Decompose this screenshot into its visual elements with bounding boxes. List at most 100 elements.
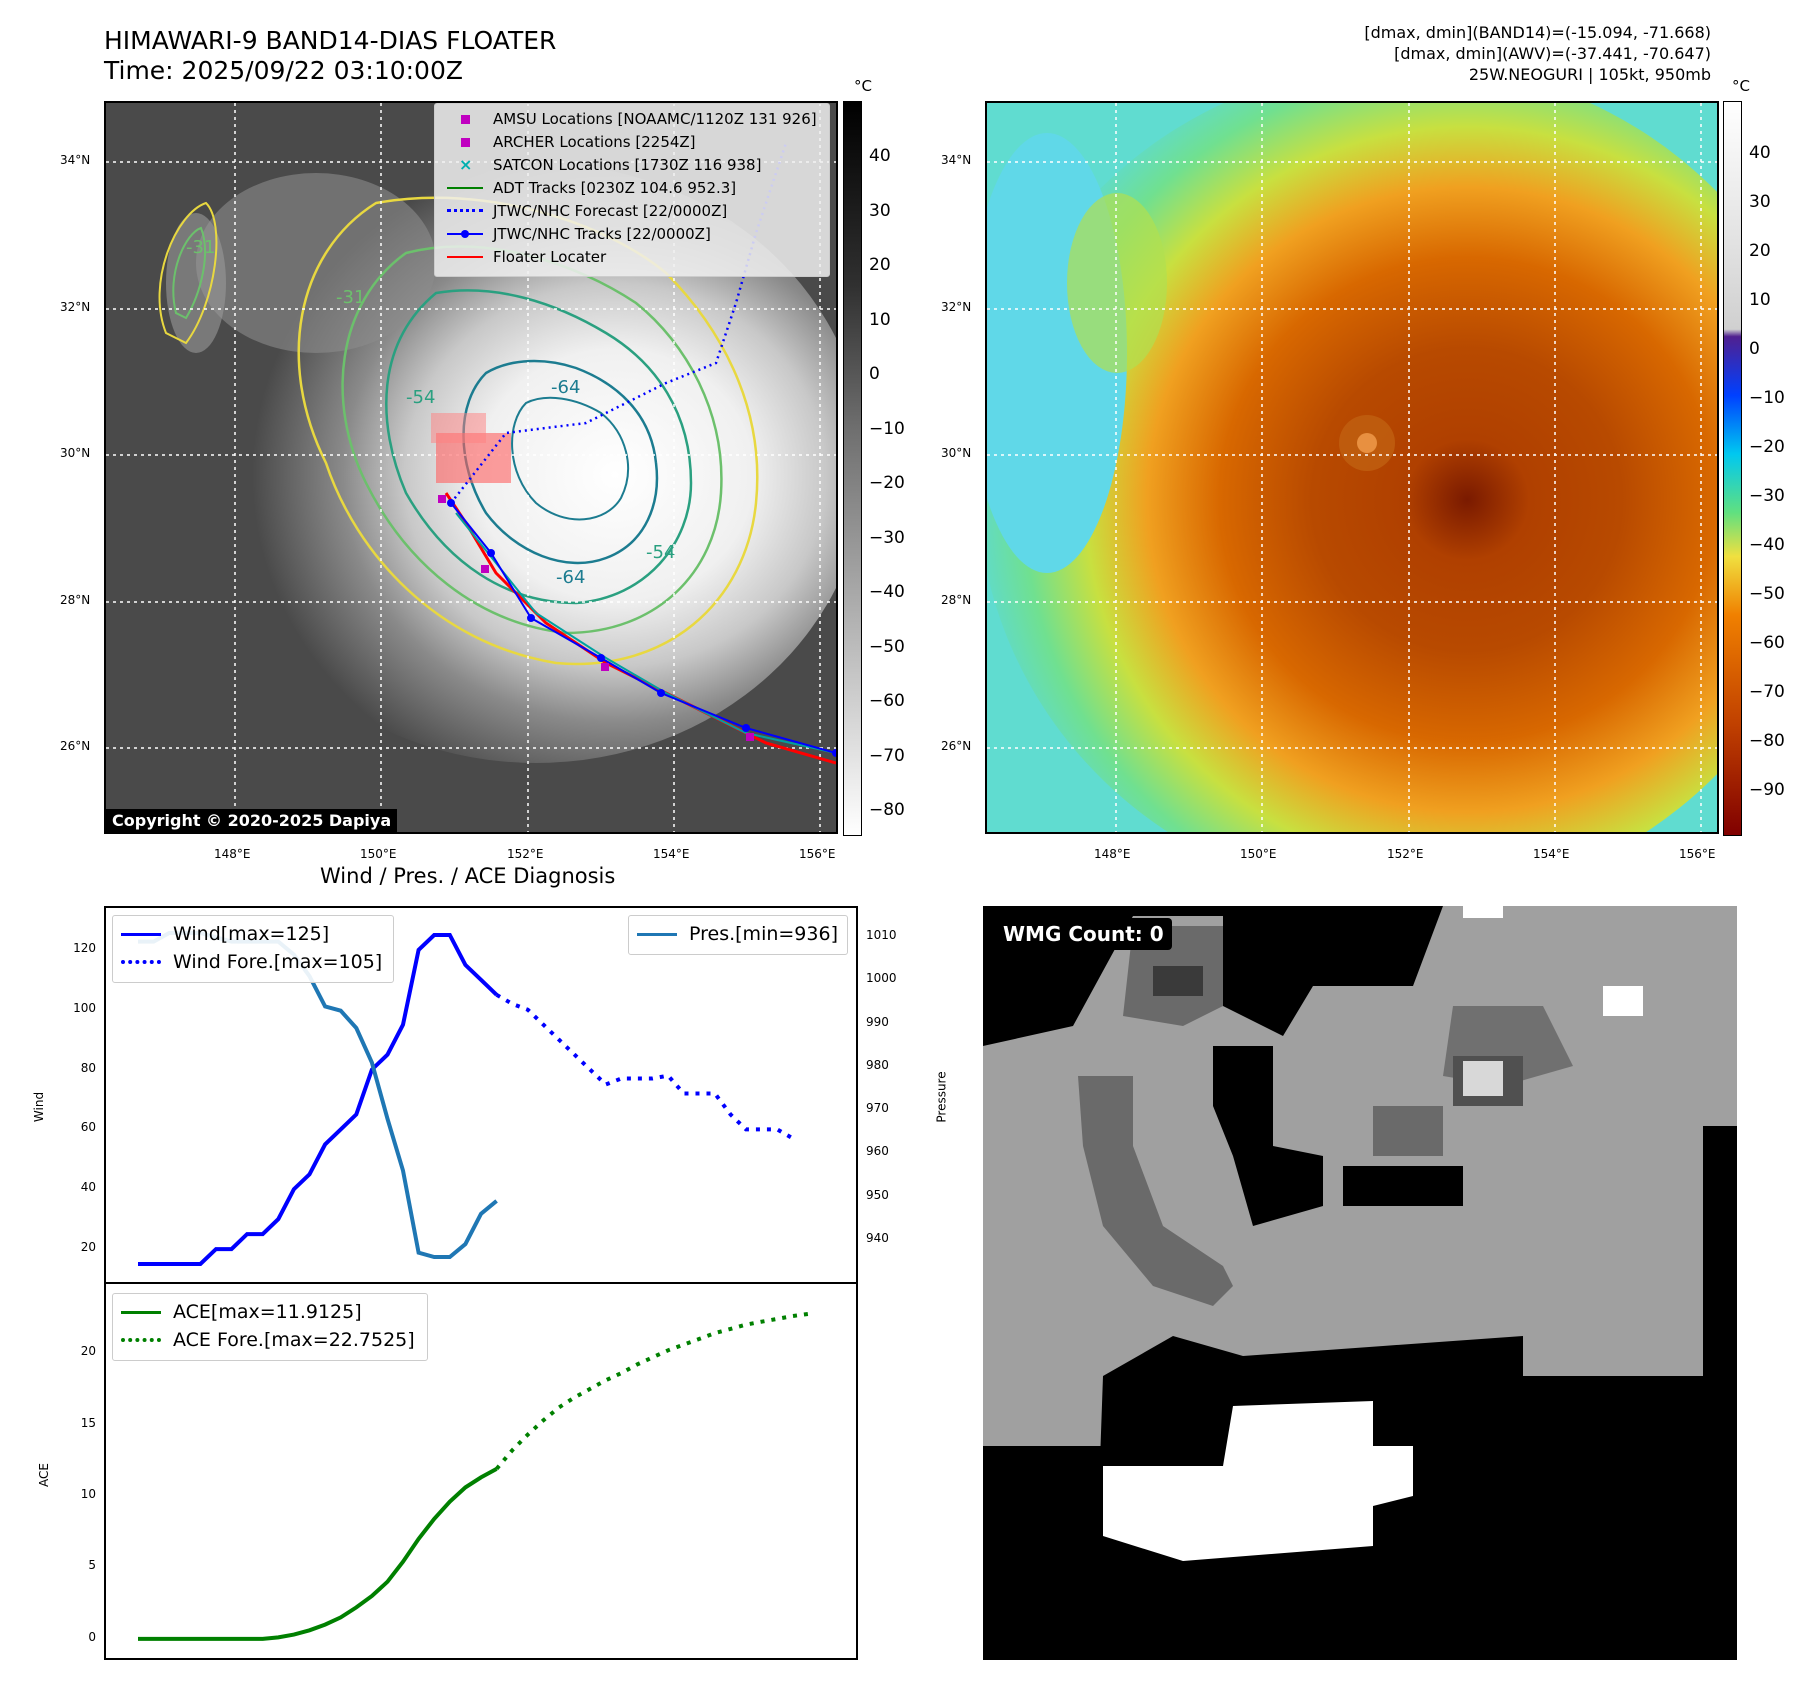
archer-points: [438, 495, 754, 741]
wind-tick: 40: [80, 1180, 96, 1195]
lat-tick-32-right: 32°N: [941, 300, 972, 314]
colorbar-right-tick: −40: [1749, 535, 1785, 555]
pressure-legend: Pres.[min=936]: [628, 915, 848, 955]
contour-label: -54: [406, 387, 435, 408]
wind-axis-label: Wind: [32, 1091, 47, 1123]
wind-tick: 20: [80, 1240, 96, 1255]
pressure-tick: 1000: [866, 971, 897, 986]
colorbar-right-tick: −90: [1749, 780, 1785, 800]
storm-summary: 25W.NEOGURI | 105kt, 950mb: [1468, 65, 1711, 84]
wind-tick: 100: [73, 1000, 96, 1015]
ace-tick: 0: [88, 1629, 96, 1644]
legend-amsu: AMSU Locations [NOAAMC/1120Z 131 926]: [445, 108, 817, 130]
wind-legend: Wind[max=125] Wind Fore.[max=105]: [112, 915, 394, 983]
contour-label: -64: [556, 567, 585, 588]
ace-tick: 5: [88, 1558, 96, 1573]
diagnosis-title: Wind / Pres. / ACE Diagnosis: [320, 864, 616, 888]
lat-tick-28: 28°N: [60, 593, 91, 607]
lat-tick-32: 32°N: [60, 300, 91, 314]
ace-series-line: [138, 1467, 498, 1641]
colorbar-left-tick: −40: [869, 582, 905, 602]
contour-label: -31: [336, 287, 365, 308]
wind-forecast-line: [495, 993, 794, 1141]
pressure-tick: 990: [866, 1014, 889, 1029]
wmg-image: [983, 906, 1737, 1660]
colorbar-left: [843, 101, 862, 836]
ace-tick: 15: [80, 1415, 96, 1430]
colorbar-left-tick: 40: [869, 146, 891, 166]
colorbar-left-tick: −30: [869, 527, 905, 548]
ace-forecast-line: [495, 1311, 809, 1471]
lat-tick-26-right: 26°N: [941, 739, 972, 753]
storm-info: [dmax, dmin](BAND14)=(-15.094, -71.668) …: [1364, 22, 1711, 85]
contour-label: -54: [646, 542, 675, 563]
legend-adt: ADT Tracks [0230Z 104.6 952.3]: [445, 177, 736, 199]
pressure-axis-label: Pressure: [934, 1071, 949, 1123]
colorbar-left-tick: −10: [869, 418, 905, 439]
lat-tick-30-right: 30°N: [941, 446, 972, 460]
ace-legend: ACE[max=11.9125] ACE Fore.[max=22.7525]: [112, 1293, 428, 1361]
ace-svg: [138, 1311, 809, 1641]
lon-tick-150-right: 150°E: [1240, 847, 1277, 861]
colorbar-right-tick: −60: [1749, 633, 1785, 653]
contour-label: -31: [186, 237, 215, 258]
wind-tick: 80: [80, 1060, 96, 1075]
contour-label: -64: [551, 377, 580, 398]
awv-map-image: [987, 103, 1717, 832]
colorbar-right-tick: −50: [1749, 584, 1785, 604]
lat-tick-26: 26°N: [60, 739, 91, 753]
awv-gridlines: [987, 103, 1717, 832]
colorbar-right-tick: 40: [1749, 143, 1771, 163]
wmg-count-badge: WMG Count: 0: [995, 918, 1172, 950]
wind-tick: 60: [80, 1120, 96, 1135]
colorbar-right-tick: −30: [1749, 486, 1785, 506]
lon-tick-156: 156°E: [799, 847, 836, 861]
legend-ace-fore: ACE Fore.[max=22.7525]: [121, 1326, 415, 1354]
lon-tick-156-right: 156°E: [1679, 847, 1716, 861]
band14-range: [dmax, dmin](BAND14)=(-15.094, -71.668): [1364, 23, 1711, 42]
lat-tick-30: 30°N: [60, 446, 91, 460]
ace-plot: [104, 1282, 858, 1660]
ace-tick: 10: [80, 1487, 96, 1501]
pressure-tick: 970: [866, 1101, 889, 1116]
awv-map-panel: [985, 101, 1719, 834]
lon-tick-154-right: 154°E: [1533, 847, 1570, 861]
lon-tick-154: 154°E: [653, 847, 690, 861]
lon-tick-148-right: 148°E: [1094, 847, 1131, 861]
legend-pres: Pres.[min=936]: [637, 920, 838, 948]
pressure-tick: 950: [866, 1187, 889, 1202]
legend-jtwc-tracks: JTWC/NHC Tracks [22/0000Z]: [445, 223, 711, 245]
lon-tick-148: 148°E: [214, 847, 251, 861]
colorbar-right-tick: 30: [1749, 192, 1771, 212]
figure-title: HIMAWARI-9 BAND14-DIAS FLOATER Time: 202…: [104, 26, 557, 85]
wind-series-line: [138, 933, 498, 1266]
colorbar-left-tick: 30: [869, 200, 891, 221]
colorbar-left-tick: −50: [869, 636, 905, 657]
colorbar-left-tick: −70: [869, 745, 905, 766]
legend-wind-fore: Wind Fore.[max=105]: [121, 948, 382, 976]
lat-tick-28-right: 28°N: [941, 593, 972, 607]
lon-tick-152: 152°E: [507, 847, 544, 861]
pressure-tick: 940: [866, 1230, 889, 1245]
legend-floater: Floater Locater: [445, 246, 606, 268]
awv-range: [dmax, dmin](AWV)=(-37.441, -70.647): [1394, 44, 1711, 63]
lat-tick-34: 34°N: [60, 153, 91, 167]
legend-archer: ARCHER Locations [2254Z]: [445, 131, 696, 153]
copyright-badge: Copyright © 2020-2025 Dapiya: [106, 809, 398, 832]
colorbar-right-tick: −70: [1749, 682, 1785, 702]
pressure-tick: 1010: [866, 928, 897, 943]
colorbar-left-unit: °C: [854, 77, 872, 95]
colorbar-right-tick: 20: [1749, 241, 1771, 261]
colorbar-left-tick: −80: [869, 800, 905, 820]
jtwc-track-points: [447, 499, 836, 757]
legend-jtwc-forecast: JTWC/NHC Forecast [22/0000Z]: [445, 200, 727, 222]
ace-tick: 20: [80, 1344, 96, 1359]
colorbar-right: [1723, 101, 1742, 836]
colorbar-left-tick: 20: [869, 255, 891, 275]
map-legend: AMSU Locations [NOAAMC/1120Z 131 926] AR…: [434, 103, 830, 277]
colorbar-right-tick: 0: [1749, 339, 1760, 359]
pressure-tick: 980: [866, 1057, 889, 1072]
colorbar-right-tick: 10: [1749, 290, 1771, 310]
lon-tick-150: 150°E: [360, 847, 397, 861]
legend-wind: Wind[max=125]: [121, 920, 329, 948]
